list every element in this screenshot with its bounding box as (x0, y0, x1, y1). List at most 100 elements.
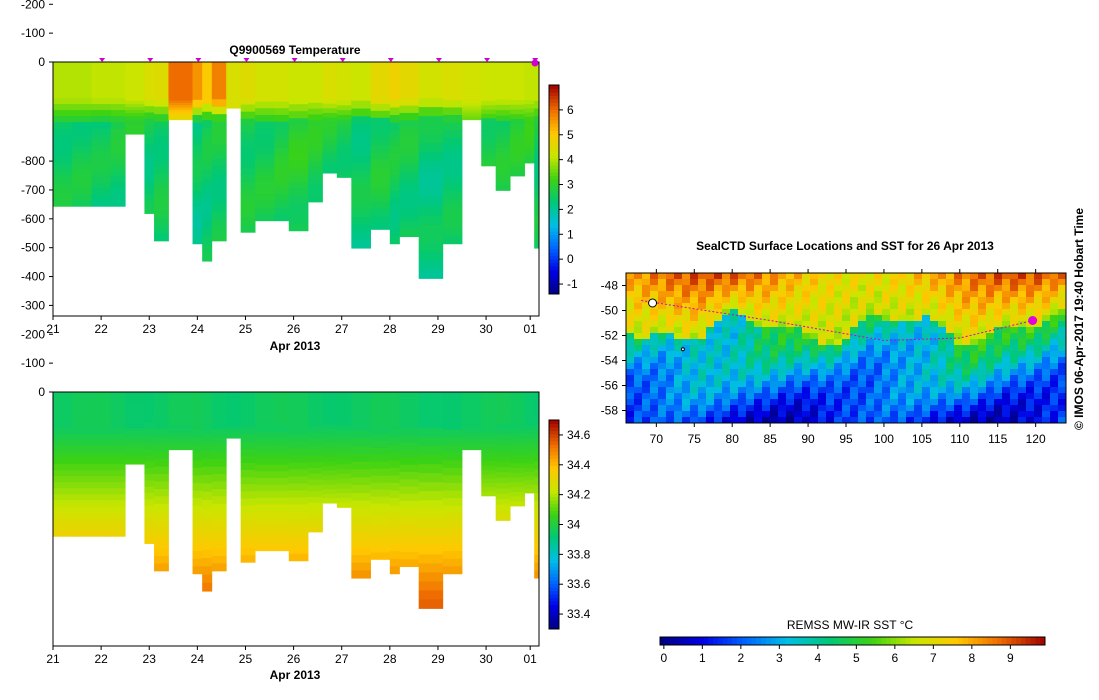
temperature-cell (192, 198, 203, 207)
sst-cell (714, 387, 723, 394)
temperature-cell (442, 228, 463, 237)
salinity-cell (462, 413, 482, 417)
salinity-cell (510, 420, 525, 426)
salinity-cell (255, 458, 275, 466)
temperature-cell (274, 141, 290, 149)
salinity-cell (240, 477, 256, 485)
salinity-cell (418, 410, 444, 420)
salinity-cell (240, 448, 256, 457)
temperature-cell (144, 106, 155, 113)
temperature-cell (154, 114, 169, 123)
sst-cell (786, 381, 795, 388)
sst-cell (874, 309, 883, 316)
sst-cell (730, 273, 739, 280)
temperature-cell (125, 116, 145, 120)
salinity-cell (442, 566, 463, 575)
sst-cell (906, 375, 915, 382)
sst-cell (826, 297, 835, 304)
temperature-cell (192, 99, 203, 108)
temperature-cell (53, 170, 73, 177)
salinity-cell (524, 417, 535, 422)
salinity-cell (524, 404, 535, 410)
sst-cell (906, 297, 915, 304)
temperature-cell (288, 209, 309, 218)
salinity-cell (192, 551, 203, 560)
sst-cell (1026, 351, 1035, 358)
sst-cell (1058, 333, 1067, 340)
sst-cell (714, 333, 723, 340)
temperature-cell (72, 140, 92, 147)
temperature-cell (226, 98, 242, 101)
salinity-cell (370, 447, 391, 456)
sst-cell (962, 387, 971, 394)
sst-cell (674, 315, 683, 322)
salinity-cell (399, 486, 420, 495)
temperature-cell (534, 232, 540, 241)
sst-cell (986, 375, 995, 382)
temperature-cell (510, 119, 525, 125)
sst-cell (698, 339, 707, 346)
sst-cell (778, 411, 787, 418)
salinity-cell (53, 518, 73, 525)
temperature-cell (351, 124, 371, 133)
temperature-cell (442, 77, 463, 86)
temperature-cell (125, 122, 145, 126)
sst-cell (666, 375, 675, 382)
sst-cell (970, 309, 979, 316)
salinity-cell (91, 416, 112, 423)
sst-cell (810, 399, 819, 406)
temperature-cell (168, 98, 193, 101)
sst-cell (1002, 375, 1011, 382)
sst-cell (810, 291, 819, 298)
temperature-cell (226, 63, 242, 67)
salinity-cell (336, 483, 352, 489)
sst-cell (1002, 321, 1011, 328)
sst-cell (650, 399, 659, 406)
sst-cell (1010, 291, 1019, 298)
sst-cell (698, 321, 707, 328)
temperature-cell (192, 205, 203, 214)
salinity-cell (72, 404, 92, 411)
sst-cell (882, 321, 891, 328)
sst-cell (1018, 315, 1027, 322)
temperature-cell (524, 133, 535, 139)
salinity-cell (442, 528, 463, 537)
sst-cell (922, 363, 931, 370)
salinity-cell (495, 456, 511, 462)
salinity-cell (351, 446, 371, 455)
sst-cell (914, 297, 923, 304)
temperature-cell (255, 121, 275, 129)
salinity-cell (495, 515, 511, 521)
salinity-cell (168, 411, 193, 415)
sst-cell (802, 321, 811, 328)
salinity-cell (202, 466, 213, 476)
sst-cell (1042, 387, 1051, 394)
sst-cell (906, 393, 915, 400)
sst-cell (1002, 363, 1011, 370)
salinity-cell (154, 503, 169, 512)
sst-cell (786, 285, 795, 292)
temperature-cell (351, 116, 371, 125)
salinity-cell (418, 518, 444, 528)
salinity-cell (370, 531, 391, 539)
salinity-cell (255, 517, 275, 525)
sst-cell (818, 321, 827, 328)
temperature-cell (110, 158, 126, 165)
sst-cell (738, 345, 747, 352)
salinity-cell (399, 421, 420, 429)
salinity-cell (462, 401, 482, 405)
sst-cell (658, 333, 667, 340)
salinity-cell (308, 444, 323, 451)
sst-cell (642, 369, 651, 376)
salinity-cell (322, 433, 338, 439)
salinity-cell (351, 430, 371, 439)
salinity-cell (240, 505, 256, 514)
salinity-cell (255, 425, 275, 433)
salinity-cell (168, 399, 193, 403)
temperature-cell (154, 69, 169, 78)
salinity-cell (370, 405, 391, 414)
salinity-cell (274, 511, 290, 519)
temperature-cell (226, 69, 242, 73)
temperature-cell (495, 94, 511, 100)
